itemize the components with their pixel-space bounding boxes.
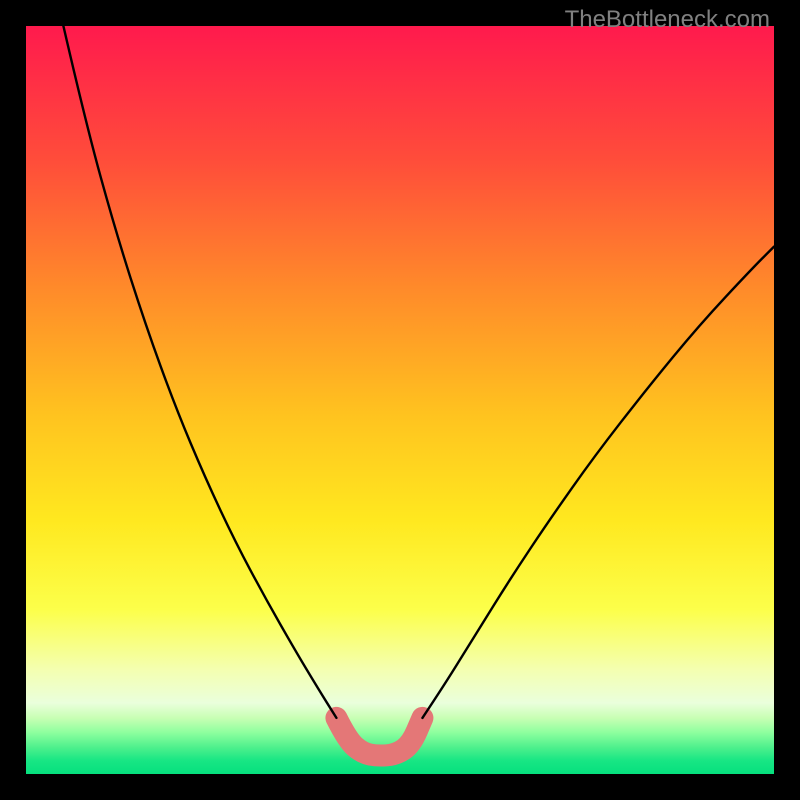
chart-svg: [26, 26, 774, 774]
gradient-background: [26, 26, 774, 774]
watermark-text: TheBottleneck.com: [565, 6, 770, 34]
chart-plot-area: [26, 26, 774, 774]
